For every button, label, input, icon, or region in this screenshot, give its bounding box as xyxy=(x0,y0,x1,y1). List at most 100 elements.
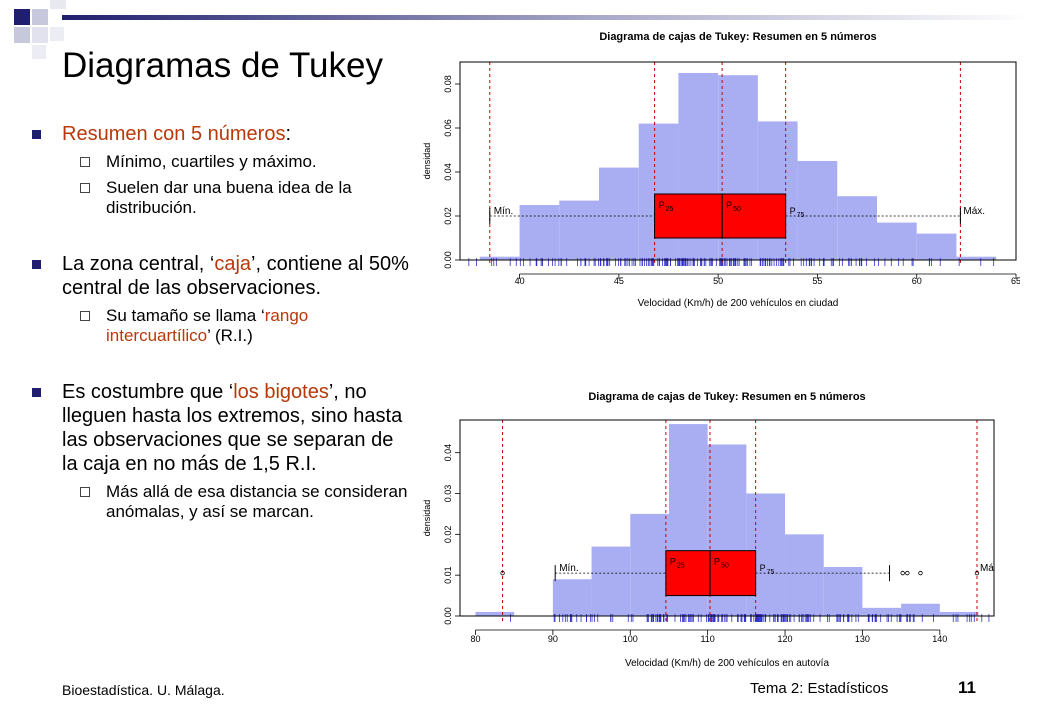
histogram-bar xyxy=(956,256,997,260)
sub-bullet-good-idea: Suelen dar una buena idea de la distribu… xyxy=(30,178,410,218)
outlier-point xyxy=(905,570,910,576)
y-tick-label: 0.04 xyxy=(443,444,453,462)
plot-frame xyxy=(459,61,1017,261)
label-max: Má xyxy=(980,563,994,574)
histogram-boxplot-highway: Diagrama de cajas de Tukey: Resumen en 5… xyxy=(422,391,995,669)
x-tick-label: 80 xyxy=(470,634,480,644)
x-axis-label: Velocidad (Km/h) de 200 vehículos en aut… xyxy=(625,658,829,669)
histogram-bar xyxy=(916,233,957,260)
histogram-bar xyxy=(630,513,669,616)
label-p25-sub: 25 xyxy=(677,563,685,570)
histogram-bar xyxy=(797,161,838,260)
x-tick-label: 65 xyxy=(1011,276,1020,286)
x-tick-label: 40 xyxy=(515,276,525,286)
y-tick-label: 0.01 xyxy=(443,566,453,584)
histogram-bar xyxy=(901,603,940,616)
histogram-bar xyxy=(877,222,917,260)
sub-bullet-outliers: Más allá de esa distancia se consideran … xyxy=(30,482,410,522)
histogram-bar xyxy=(757,121,798,261)
bullet-text-post: ’, no lleguen hasta los extremos, sino h… xyxy=(62,381,403,475)
label-p75-sub: 75 xyxy=(797,212,805,219)
sub-bullet-highlight: rango intercuartílico xyxy=(106,306,309,345)
histogram-bar xyxy=(939,611,979,616)
bullet-central-zone: La zona central, ‘caja’, contiene al 50%… xyxy=(30,252,410,300)
page-number: 11 xyxy=(958,678,976,697)
label-p50: P xyxy=(714,557,720,567)
x-tick-label: 110 xyxy=(700,634,714,644)
bullet-list: Resumen con 5 números: Mínimo, cuartiles… xyxy=(30,122,410,522)
x-tick-label: 55 xyxy=(812,276,822,286)
sub-bullet-text-post: ’ (R.I.) xyxy=(207,326,253,345)
bullet-text-pre: Es costumbre que ‘ xyxy=(62,381,234,403)
label-max: Máx. xyxy=(963,206,985,217)
footer-topic: Tema 2: Estadísticos xyxy=(750,680,889,697)
histogram-bar xyxy=(823,567,863,616)
box-iqr xyxy=(665,550,757,597)
label-p75: P xyxy=(760,563,766,573)
x-tick-label: 45 xyxy=(614,276,624,286)
histogram-boxplot-city: Diagrama de cajas de Tukey: Resumen en 5… xyxy=(422,31,1020,309)
label-min: Mín. xyxy=(494,206,513,217)
bullet-tail: : xyxy=(285,123,292,145)
x-tick-label: 130 xyxy=(855,634,870,644)
label-p50-sub: 50 xyxy=(721,563,729,570)
histogram-bar xyxy=(591,546,631,616)
bullet-highlight: caja xyxy=(214,253,252,275)
histogram-bar xyxy=(785,534,824,616)
label-p25: P xyxy=(659,200,665,210)
x-tick-label: 50 xyxy=(713,276,723,286)
sub-bullet-text-pre: Su tamaño se llama ‘ xyxy=(106,306,265,325)
label-p75-sub: 75 xyxy=(767,569,775,576)
y-axis-label: densidad xyxy=(422,500,432,537)
y-tick-label: 0.02 xyxy=(443,526,453,544)
y-tick-label: 0.08 xyxy=(443,75,453,93)
histogram-bar xyxy=(837,196,877,260)
label-p50-sub: 50 xyxy=(733,206,741,213)
bullet-highlight: Resumen con 5 números xyxy=(62,123,286,145)
histogram-bar xyxy=(479,256,520,260)
outlier-point xyxy=(500,570,505,576)
label-p25-sub: 25 xyxy=(666,206,674,213)
outlier-point xyxy=(974,570,980,576)
footer-course: Bioestadística. U. Málaga. xyxy=(62,682,225,698)
x-tick-label: 120 xyxy=(778,634,793,644)
label-p25: P xyxy=(670,557,676,567)
slide-title: Diagramas de Tukey xyxy=(62,46,383,85)
y-tick-label: 0.00 xyxy=(443,251,453,269)
bullet-five-number-summary: Resumen con 5 números: xyxy=(30,122,410,146)
bullet-text-post: ’, contiene al 50% central de las observ… xyxy=(62,253,409,299)
x-tick-label: 140 xyxy=(932,634,947,644)
y-tick-label: 0.02 xyxy=(443,207,453,225)
y-tick-label: 0.00 xyxy=(443,607,453,625)
histogram-bar xyxy=(559,200,599,260)
label-p75: P xyxy=(790,206,796,216)
header-decoration xyxy=(14,0,1032,59)
histogram-bar xyxy=(552,579,592,616)
plot-frame xyxy=(459,419,995,617)
x-tick-label: 60 xyxy=(912,276,922,286)
histogram-bar xyxy=(862,607,902,616)
histogram-bar xyxy=(599,167,639,260)
y-tick-label: 0.04 xyxy=(443,163,453,181)
histogram-bar xyxy=(475,611,515,616)
y-tick-label: 0.06 xyxy=(443,119,453,137)
sub-bullet-iqr: Su tamaño se llama ‘rango intercuartílic… xyxy=(30,306,410,346)
bullet-text-pre: La zona central, ‘ xyxy=(62,253,215,275)
label-p50: P xyxy=(726,200,732,210)
chart-title: Diagrama de cajas de Tukey: Resumen en 5… xyxy=(588,391,865,403)
bullet-whiskers: Es costumbre que ‘los bigotes’, no llegu… xyxy=(30,380,410,476)
box-iqr xyxy=(654,193,787,239)
label-min: Mín. xyxy=(559,563,578,574)
outlier-point xyxy=(918,570,923,576)
bullet-highlight: los bigotes xyxy=(233,381,329,403)
outlier-point xyxy=(900,570,905,576)
histogram-bar xyxy=(638,123,679,260)
x-tick-label: 90 xyxy=(548,634,558,644)
sub-bullet-min-quartiles-max: Mínimo, cuartiles y máximo. xyxy=(30,152,410,172)
y-axis-label: densidad xyxy=(422,143,432,180)
histogram-bar xyxy=(519,205,560,260)
y-tick-label: 0.03 xyxy=(443,485,453,503)
x-tick-label: 100 xyxy=(623,634,638,644)
x-axis-label: Velocidad (Km/h) de 200 vehículos en ciu… xyxy=(638,298,839,309)
chart-title: Diagrama de cajas de Tukey: Resumen en 5… xyxy=(599,31,876,43)
